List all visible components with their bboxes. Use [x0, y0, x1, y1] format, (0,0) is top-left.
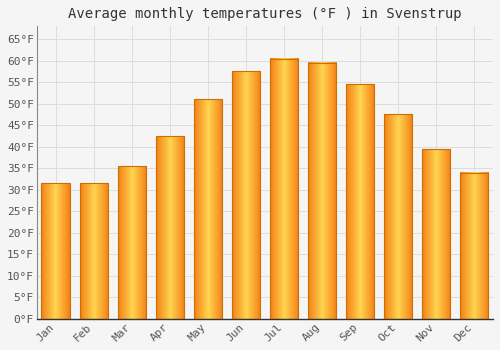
Bar: [80, 183, 108, 319]
Bar: [308, 63, 336, 319]
Bar: [270, 58, 298, 319]
Bar: [384, 114, 412, 319]
Bar: [118, 166, 146, 319]
Bar: [194, 99, 222, 319]
Bar: [42, 183, 70, 319]
Bar: [460, 173, 488, 319]
Bar: [422, 149, 450, 319]
Bar: [346, 84, 374, 319]
Title: Average monthly temperatures (°F ) in Svenstrup: Average monthly temperatures (°F ) in Sv…: [68, 7, 462, 21]
Bar: [232, 71, 260, 319]
Bar: [156, 136, 184, 319]
